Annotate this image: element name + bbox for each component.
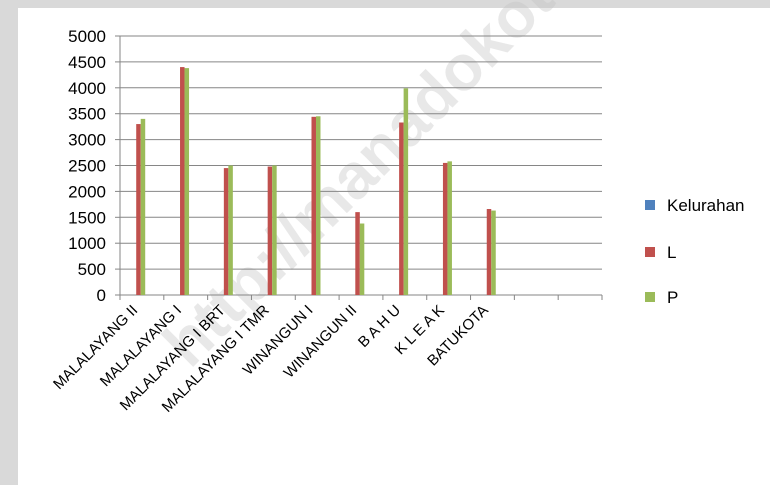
bar-l-4 xyxy=(311,116,316,295)
y-tick-label: 2500 xyxy=(68,157,106,176)
bar-l-8 xyxy=(486,209,492,295)
bar-p-1 xyxy=(184,68,190,295)
bar-p-0 xyxy=(140,118,146,295)
bar-p-7 xyxy=(447,161,452,295)
bar-l-2 xyxy=(223,168,229,295)
bar-p-5 xyxy=(359,223,365,295)
bar-p-6 xyxy=(403,88,409,296)
bar-l-6 xyxy=(399,122,404,295)
y-tick-label: 3000 xyxy=(68,131,106,150)
legend-label-p: P xyxy=(667,288,678,307)
bars xyxy=(136,67,496,296)
bar-l-1 xyxy=(180,67,185,295)
bar-l-7 xyxy=(442,162,448,295)
y-tick-labels: 0 500 1000 1500 2000 2500 3000 3500 4000 4500 5000 xyxy=(68,27,106,305)
bar-l-5 xyxy=(355,212,360,295)
legend-swatch-l xyxy=(645,247,655,257)
y-tick-label: 4000 xyxy=(68,79,106,98)
gridlines xyxy=(115,35,602,296)
y-tick-label: 0 xyxy=(97,286,106,305)
bar-p-8 xyxy=(491,210,496,295)
y-tick-label: 4500 xyxy=(68,53,106,72)
y-tick-label: 1000 xyxy=(68,234,106,253)
legend-swatch-kelurahan xyxy=(645,200,655,210)
y-tick-label: 5000 xyxy=(68,27,106,46)
bar-p-4 xyxy=(315,116,321,295)
y-tick-label: 1500 xyxy=(68,208,106,227)
bar-p-3 xyxy=(272,165,277,295)
legend-swatch-p xyxy=(645,292,655,302)
bar-p-2 xyxy=(228,165,233,295)
y-tick-label: 3500 xyxy=(68,105,106,124)
y-tick-label: 500 xyxy=(78,260,106,279)
legend-label-l: L xyxy=(667,243,676,262)
legend: Kelurahan L P xyxy=(645,196,745,307)
y-tick-label: 2000 xyxy=(68,182,106,201)
bar-l-3 xyxy=(267,166,273,295)
bar-l-0 xyxy=(136,124,141,295)
legend-label-kelurahan: Kelurahan xyxy=(667,196,745,215)
